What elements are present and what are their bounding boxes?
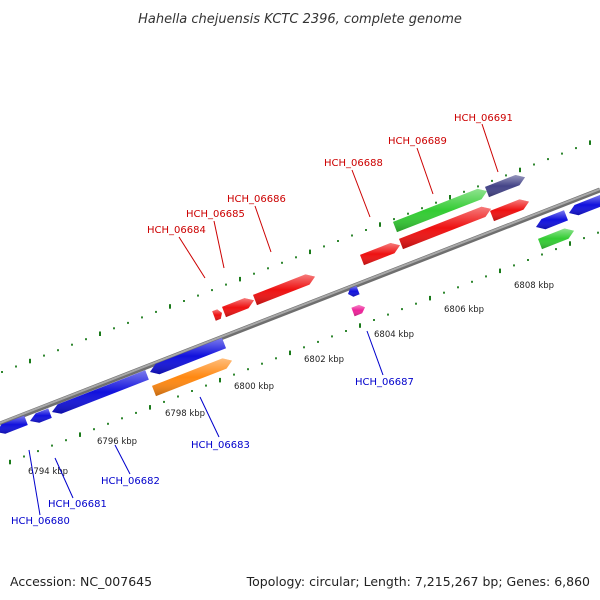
gene-hch-06691-shading [485,175,525,198]
gene-hch-06684-shading [212,309,222,321]
gene-hch-06689-shading [393,188,487,233]
accession-text: Accession: NC_007645 [10,574,152,589]
kbp-labels: 6794 kbp 6796 kbp 6798 kbp 6800 kbp 6802… [28,281,554,477]
kbp-label-6804: 6804 kbp [374,330,414,340]
gene-label-hch-06682: HCH_06682 [101,476,160,487]
gene-label-hch-06687: HCH_06687 [355,377,414,388]
gene-blue-edge-shading [569,194,600,216]
gene-labels: HCH_06684 HCH_06685 HCH_06686 HCH_06688 … [11,113,513,527]
gene-label-hch-06684: HCH_06684 [147,225,206,236]
kbp-label-6802: 6802 kbp [304,355,344,365]
gene-label-hch-06686: HCH_06686 [227,194,286,205]
gene-features [0,175,600,434]
kbp-label-6800: 6800 kbp [234,382,274,392]
gene-label-hch-06683: HCH_06683 [191,440,250,451]
gene-green-right-shading [538,228,574,250]
label-connectors [28,123,499,516]
gene-hch-06682-shading [52,370,149,414]
gene-label-hch-06685: HCH_06685 [186,209,245,220]
lower-tick-row [9,231,599,465]
genome-backbone [0,187,600,427]
map-title: Hahella chejuensis KCTC 2396, complete g… [138,12,462,27]
gene-hch-06688-shading [360,243,400,266]
gene-label-hch-06689: HCH_06689 [388,136,447,147]
topology-text: Topology: circular; Length: 7,215,267 bp… [246,574,590,589]
gene-blue-small-shading [348,285,360,297]
kbp-label-6798: 6798 kbp [165,409,205,419]
gene-hch-06687-shading [351,304,365,317]
gene-label-hch-06680: HCH_06680 [11,516,70,527]
gene-red-long-shading [399,206,491,250]
gene-hch-06686-shading [253,274,315,306]
gene-hch-06685-shading [222,298,254,318]
gene-hch-06680-shading [0,415,28,434]
gene-red-short-shading [490,199,529,222]
gene-label-hch-06681: HCH_06681 [48,499,107,510]
kbp-label-6794: 6794 kbp [28,467,68,477]
kbp-label-6796: 6796 kbp [97,437,137,447]
gene-blue-right-shading [536,210,568,230]
gene-hch-06681-shading [30,408,52,423]
gene-label-hch-06688: HCH_06688 [324,158,383,169]
gene-label-hch-06691: HCH_06691 [454,113,513,124]
kbp-label-6806: 6806 kbp [444,305,484,315]
gene-blue-mid-shading [150,338,226,375]
gene-hch-06683-shading [152,358,232,397]
upper-tick-row [1,140,591,373]
kbp-label-6808: 6808 kbp [514,281,554,291]
